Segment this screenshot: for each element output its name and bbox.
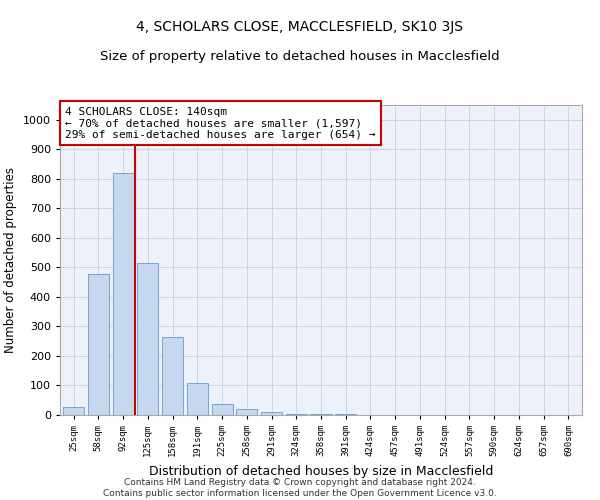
Bar — [335, 414, 356, 415]
Bar — [212, 404, 233, 415]
Bar — [286, 414, 307, 415]
Text: 4 SCHOLARS CLOSE: 140sqm
← 70% of detached houses are smaller (1,597)
29% of sem: 4 SCHOLARS CLOSE: 140sqm ← 70% of detach… — [65, 106, 376, 140]
X-axis label: Distribution of detached houses by size in Macclesfield: Distribution of detached houses by size … — [149, 464, 493, 477]
Bar — [137, 263, 158, 415]
Bar — [187, 382, 208, 415]
Bar — [310, 414, 332, 415]
Text: Contains HM Land Registry data © Crown copyright and database right 2024.
Contai: Contains HM Land Registry data © Crown c… — [103, 478, 497, 498]
Bar — [236, 409, 257, 415]
Text: Size of property relative to detached houses in Macclesfield: Size of property relative to detached ho… — [100, 50, 500, 63]
Text: 4, SCHOLARS CLOSE, MACCLESFIELD, SK10 3JS: 4, SCHOLARS CLOSE, MACCLESFIELD, SK10 3J… — [137, 20, 464, 34]
Y-axis label: Number of detached properties: Number of detached properties — [4, 167, 17, 353]
Bar — [113, 173, 134, 415]
Bar — [261, 412, 282, 415]
Bar — [162, 337, 183, 415]
Bar — [88, 274, 109, 415]
Bar — [63, 407, 84, 415]
